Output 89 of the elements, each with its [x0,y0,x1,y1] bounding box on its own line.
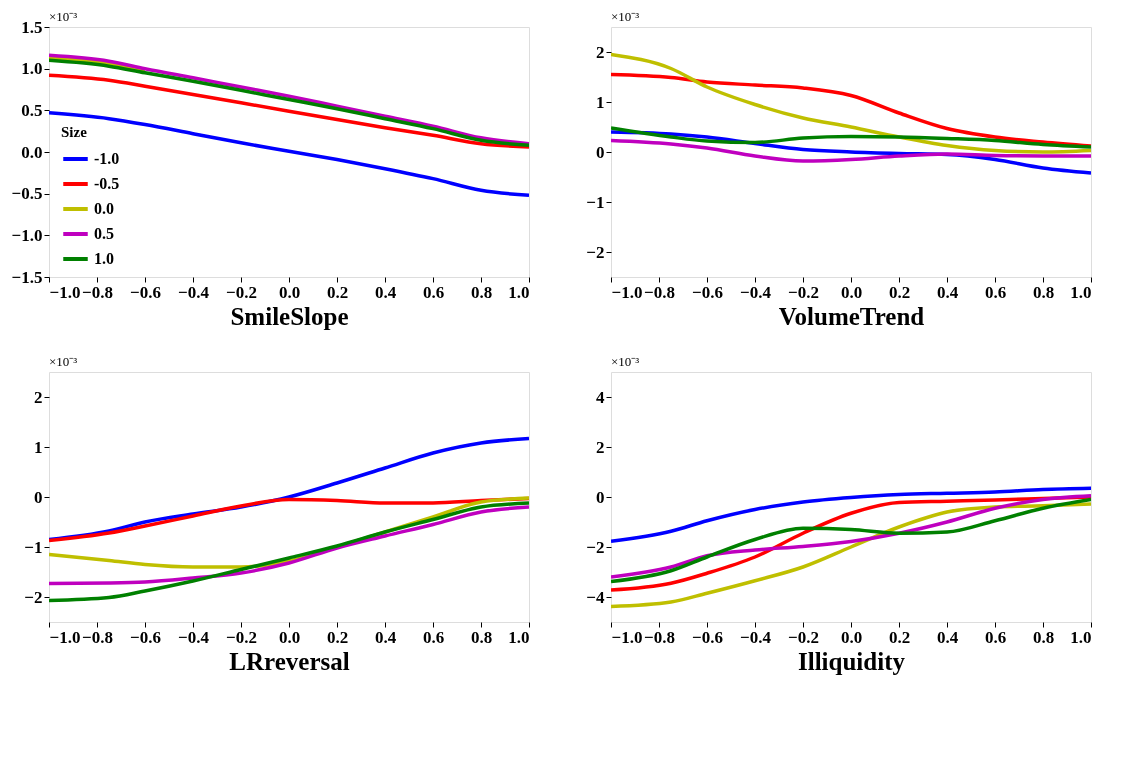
legend-label: 1.0 [94,250,114,267]
y-tick-label: 2 [596,42,605,62]
x-tick-label: 0.4 [374,282,397,302]
x-tick-label: −0.8 [644,627,675,647]
x-tick-label: −0.4 [740,627,772,647]
x-tick-label: −0.8 [644,282,675,302]
line-series [49,501,529,603]
line-series [611,126,1091,149]
x-tick-label: −0.8 [82,627,113,647]
text: ×10⁻³ [49,354,78,369]
y-tick-label: −1.5 [11,267,43,287]
x-tick-label: 1.0 [1070,282,1092,302]
x-tick-label: −1.0 [49,282,81,302]
text: ×10⁻³ [49,9,78,24]
x-tick-label: 0.4 [374,627,397,647]
y-tick-label: −2 [24,587,43,607]
x-tick-label: −0.4 [178,627,210,647]
x-tick-label: −0.2 [788,282,819,302]
line-series [49,111,529,198]
x-tick-label: −0.8 [82,282,113,302]
x-tick-label: 0.2 [326,282,349,302]
y-tick-label: 0.5 [21,100,43,120]
x-axis-title: VolumeTrend [778,302,925,330]
legend-label: 0.0 [94,200,114,217]
x-tick-label: 0.6 [984,282,1007,302]
y-tick-label: 1 [34,437,43,457]
x-tick-label: 0.0 [278,282,301,302]
x-tick-label: 0.6 [422,282,445,302]
x-axis-title: SmileSlope [230,302,349,330]
x-tick-label: 0.8 [470,627,493,647]
x-tick-label: 0.8 [470,282,493,302]
y-tick-label: 2 [596,437,605,457]
y-tick-label: −2 [586,242,605,262]
y-tick-label: −4 [586,587,605,607]
x-axis-title: LRreversal [229,647,350,675]
line-series [611,52,1091,154]
line-series [49,505,529,586]
x-tick-label: 0.2 [888,627,911,647]
x-tick-label: 0.4 [936,627,959,647]
y-tick-label: 0 [34,487,43,507]
line-series [49,73,529,149]
y-tick-label: 1.5 [21,17,43,37]
x-tick-label: 1.0 [508,627,530,647]
x-tick-label: −0.6 [692,627,723,647]
y-tick-label: −2 [586,537,605,557]
x-tick-label: −0.2 [226,282,257,302]
x-tick-label: 0.2 [326,627,349,647]
x-tick-label: 0.2 [888,282,911,302]
text: ×10⁻³ [611,9,640,24]
x-tick-label: 0.8 [1032,627,1055,647]
y-tick-label: 1.0 [21,59,43,79]
x-tick-label: −1.0 [611,282,643,302]
legend-title: Size [61,123,88,140]
x-tick-label: 0.0 [278,627,301,647]
x-tick-label: −0.6 [130,627,161,647]
y-tick-label: 4 [596,387,605,407]
y-tick-label: 0.0 [21,142,43,162]
x-tick-label: 1.0 [1070,627,1092,647]
x-tick-label: −0.6 [130,282,161,302]
x-tick-label: −0.4 [740,282,772,302]
line-series [611,486,1091,543]
x-tick-label: −0.4 [178,282,210,302]
x-tick-label: −0.2 [226,627,257,647]
y-tick-label: 1 [596,92,605,112]
x-tick-label: −1.0 [49,627,81,647]
x-axis-title: Illiquidity [798,647,906,675]
x-tick-label: −0.6 [692,282,723,302]
legend-label: 0.5 [94,225,114,242]
y-tick-label: −0.5 [11,184,43,204]
y-tick-label: 0 [596,142,605,162]
x-tick-label: 0.6 [422,627,445,647]
line-series [611,72,1091,148]
text: ×10⁻³ [611,354,640,369]
x-tick-label: 0.0 [840,627,863,647]
y-tick-label: −1 [24,537,43,557]
x-tick-label: 0.8 [1032,282,1055,302]
x-tick-label: 1.0 [508,282,530,302]
legend-label: -0.5 [94,175,120,192]
legend-label: -1.0 [94,150,120,167]
line-series [611,138,1091,163]
y-tick-label: 0 [596,487,605,507]
x-tick-label: 0.0 [840,282,863,302]
x-tick-label: −0.2 [788,627,819,647]
y-tick-label: 2 [34,387,43,407]
x-tick-label: 0.4 [936,282,959,302]
y-tick-label: −1 [586,192,605,212]
x-tick-label: −1.0 [611,627,643,647]
x-tick-label: 0.6 [984,627,1007,647]
y-tick-label: −1.0 [11,225,43,245]
